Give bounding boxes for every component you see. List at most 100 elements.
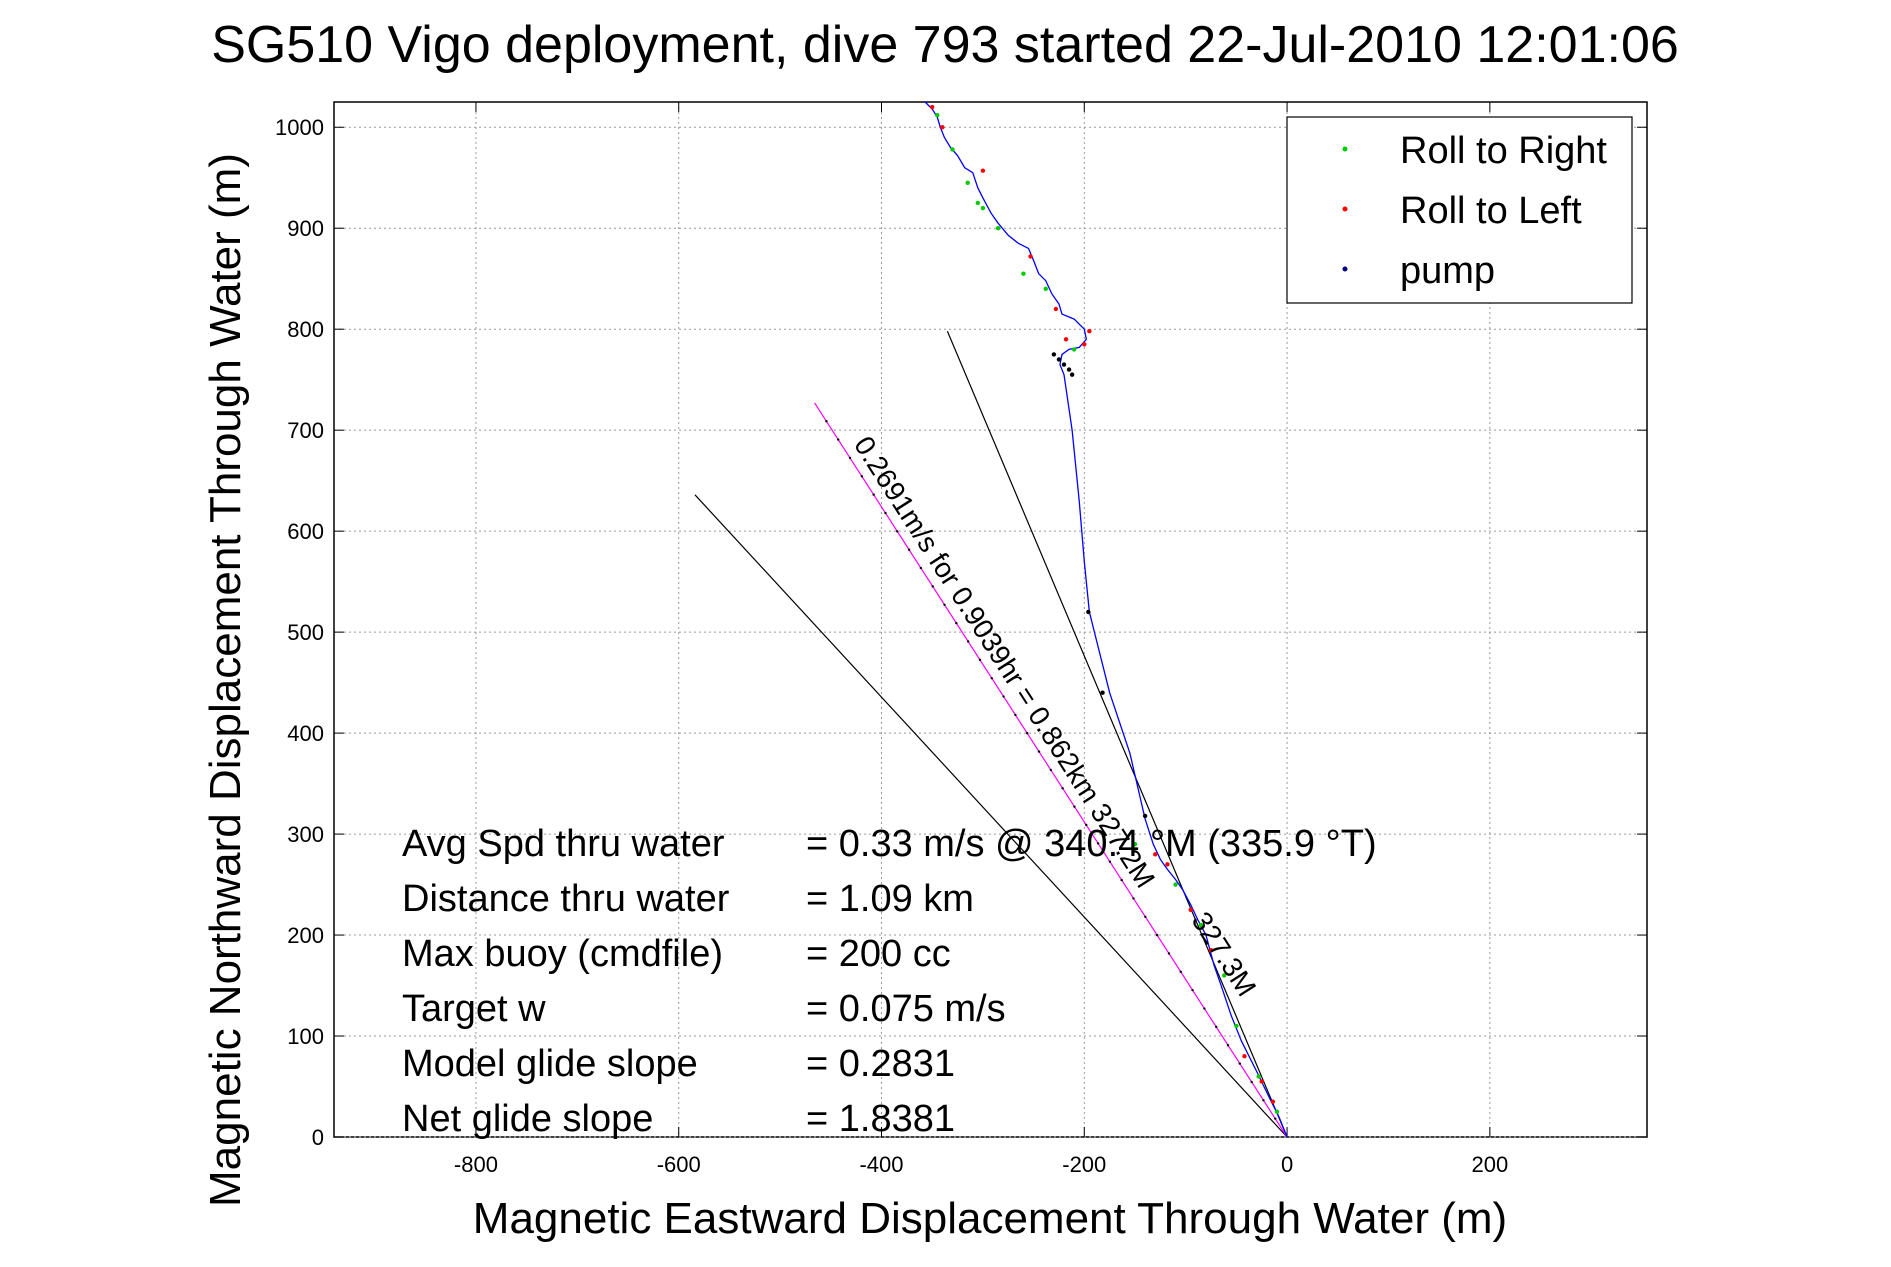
- pump-point: [1086, 609, 1091, 615]
- current-line-dot: [872, 493, 875, 496]
- current-line-dot: [1108, 860, 1112, 863]
- annotation-label: Target w: [402, 988, 546, 1030]
- y-tick-label: 0: [312, 1125, 324, 1150]
- roll-right-point: [975, 200, 981, 206]
- annotation-value: = 0.33 m/s @ 340.4 °M (335.9 °T): [806, 823, 1377, 865]
- x-axis-ticks: -800 -600 -400 -200 0 200: [454, 102, 1508, 1177]
- annotation-label: Distance thru water: [402, 878, 730, 920]
- y-tick-label: 900: [287, 216, 324, 241]
- x-tick-label: 200: [1471, 1152, 1508, 1177]
- current-line-dot: [966, 640, 970, 643]
- current-line-dot: [1120, 878, 1123, 882]
- legend-items: Roll to Right Roll to Left pump: [1342, 130, 1607, 292]
- current-line-dot: [990, 676, 993, 680]
- current-line-dot: [1238, 1062, 1242, 1065]
- y-tick-label: 600: [287, 519, 324, 544]
- pump-point: [1051, 352, 1057, 357]
- current-line-dot: [1274, 1117, 1277, 1120]
- annotation-value: = 0.075 m/s: [806, 988, 1006, 1030]
- annotation-value: = 1.09 km: [806, 878, 974, 920]
- chart-title: SG510 Vigo deployment, dive 793 started …: [211, 16, 1679, 74]
- current-line-dot: [896, 530, 899, 533]
- current-line-dot: [1203, 1007, 1206, 1010]
- current-line-dot: [1085, 823, 1088, 827]
- y-tick-label: 500: [287, 620, 324, 645]
- annotation-label: Model glide slope: [402, 1043, 698, 1085]
- roll-right-point: [1021, 271, 1026, 276]
- current-line-dot: [1167, 952, 1171, 955]
- current-line-dot: [1179, 970, 1182, 974]
- current-line-dot: [1026, 732, 1029, 735]
- roll-left-point: [1063, 337, 1069, 342]
- roll-right-point: [1222, 973, 1227, 978]
- legend-marker: [1342, 266, 1348, 272]
- current-line-dot: [1226, 1044, 1230, 1047]
- current-line-dot: [955, 621, 958, 625]
- legend-label: Roll to Left: [1400, 190, 1582, 232]
- roll-left-point: [1242, 1054, 1247, 1059]
- legend: Roll to Right Roll to Left pump: [1286, 116, 1633, 304]
- annotation-value: = 1.8381: [806, 1098, 955, 1140]
- y-tick-label: 200: [287, 923, 324, 948]
- pump-point: [1142, 813, 1148, 819]
- legend-marker: [1342, 146, 1348, 152]
- roll-left-point: [930, 104, 935, 110]
- current-line-dot: [1073, 805, 1076, 808]
- roll-left-point: [1188, 907, 1193, 913]
- x-tick-label: -200: [1062, 1152, 1106, 1177]
- roll-right-point: [995, 226, 1001, 231]
- current-line-dot: [848, 456, 852, 460]
- roll-right-point: [965, 180, 970, 185]
- current-line-dot: [1250, 1080, 1253, 1084]
- current-line-dot: [907, 548, 911, 551]
- y-tick-label: 300: [287, 822, 324, 847]
- roll-right-point: [1234, 1023, 1239, 1029]
- current-line-dot: [1002, 695, 1005, 698]
- roll-right-point: [935, 112, 940, 118]
- legend-label: Roll to Right: [1400, 130, 1607, 172]
- roll-left-point: [980, 168, 986, 173]
- pump-point: [1066, 367, 1072, 372]
- current-line-dot: [860, 475, 864, 478]
- pump-point: [1056, 357, 1062, 362]
- roll-right-point: [1256, 1074, 1261, 1079]
- annotation-label: Max buoy (cmdfile): [402, 933, 723, 975]
- current-line-dot: [1214, 1025, 1218, 1029]
- x-tick-label: -800: [454, 1152, 498, 1177]
- annotation-label: Net glide slope: [402, 1098, 653, 1140]
- roll-left-point: [1165, 862, 1170, 867]
- reference-line-2: [946, 330, 1288, 1138]
- current-line-dot: [884, 511, 887, 515]
- y-axis-ticks: 0 100 200 300 400 500 600 700 800 900 1000: [275, 115, 1647, 1150]
- current-line-dot: [978, 658, 982, 662]
- current-line-dot: [825, 420, 828, 423]
- roll-right-point: [980, 205, 986, 211]
- roll-left-point: [1259, 1079, 1264, 1084]
- roll-right-point: [1043, 286, 1048, 292]
- y-tick-label: 1000: [275, 115, 324, 140]
- current-line-dot: [1155, 933, 1159, 937]
- current-line-dot: [837, 438, 840, 441]
- roll-right-point: [1132, 841, 1138, 847]
- stats-annotations: Avg Spd thru water = 0.33 m/s @ 340.4 °M …: [402, 823, 1377, 1140]
- annotation-value: = 200 cc: [806, 933, 951, 975]
- current-line-dot: [1014, 713, 1017, 717]
- grid: [334, 102, 1647, 1138]
- y-axis-label: Magnetic Northward Displacement Through …: [201, 153, 250, 1207]
- markers: [930, 104, 1280, 1114]
- annotation-label: Avg Spd thru water: [402, 823, 725, 865]
- pump-point: [1100, 690, 1105, 695]
- current-line-dot: [1061, 787, 1064, 790]
- roll-right-point: [1173, 882, 1178, 887]
- current-line-dot: [1191, 988, 1194, 992]
- x-tick-label: -600: [657, 1152, 701, 1177]
- current-line-dot: [1144, 915, 1147, 918]
- current-line-dot: [1037, 750, 1041, 753]
- y-tick-label: 800: [287, 317, 324, 342]
- pump-point: [1061, 362, 1067, 367]
- x-tick-label: -400: [859, 1152, 903, 1177]
- current-line-dot: [1132, 897, 1135, 900]
- pump-point: [1069, 372, 1075, 377]
- roll-left-point: [940, 125, 945, 130]
- x-axis-label: Magnetic Eastward Displacement Through W…: [473, 1194, 1507, 1243]
